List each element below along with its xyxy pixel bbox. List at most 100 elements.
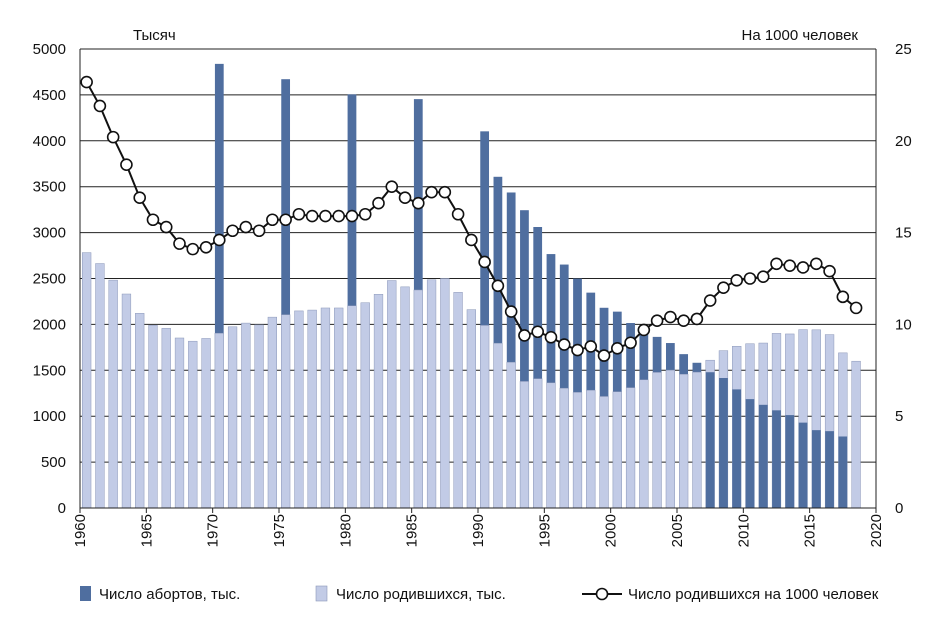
- bar-births: [227, 326, 238, 509]
- birth-rate-point: [624, 336, 637, 350]
- bar-births: [174, 337, 185, 509]
- bar-births: [188, 340, 198, 509]
- birth-rate-point: [836, 290, 850, 304]
- birth-rate-point: [398, 191, 412, 205]
- birth-rate-point: [345, 209, 359, 223]
- bar-abortions: [506, 192, 516, 509]
- bar-births: [307, 309, 317, 509]
- left-tick-label: 1500: [33, 362, 66, 379]
- birth-rate-point: [597, 349, 611, 362]
- bar-abortions: [493, 176, 503, 509]
- bar-births: [387, 280, 397, 509]
- x-tick-label: 2000: [603, 514, 620, 547]
- birth-rate-point: [531, 325, 545, 339]
- legend-swatch-births: [315, 585, 328, 602]
- birth-rate-point: [571, 343, 584, 357]
- legend-label-births: Число родившихся, тыс.: [336, 586, 506, 603]
- left-tick-label: 2500: [33, 271, 66, 288]
- x-tick-label: 1965: [138, 514, 155, 547]
- right-tick-label: 20: [895, 133, 912, 150]
- bar-abortions: [838, 436, 848, 508]
- left-tick-label: 2000: [33, 316, 66, 333]
- bar-births: [559, 387, 569, 509]
- bar-births: [692, 371, 702, 509]
- bar-abortions: [719, 378, 728, 508]
- bar-births: [546, 382, 556, 509]
- bar-abortions: [533, 227, 543, 508]
- birth-rate-point: [690, 312, 704, 326]
- right-tick-label: 0: [895, 500, 903, 517]
- bar-births: [413, 289, 423, 509]
- bar-births: [334, 307, 344, 509]
- bar-abortions: [758, 404, 768, 508]
- birth-rate-line-layer: [80, 75, 863, 362]
- birth-rate-point: [823, 264, 836, 278]
- birth-rate-point: [199, 240, 213, 254]
- bars-layer: [82, 63, 861, 509]
- birth-rate-point: [120, 158, 133, 171]
- birth-rate-point: [465, 233, 478, 247]
- bar-births: [466, 309, 476, 509]
- gridlines: [80, 48, 876, 463]
- birth-rate-point: [770, 257, 783, 271]
- bar-births: [135, 313, 145, 509]
- bar-births: [506, 361, 516, 509]
- bar-births: [533, 378, 543, 509]
- birth-rate-point: [159, 220, 173, 234]
- bar-abortions: [559, 264, 569, 508]
- bar-births: [586, 389, 596, 509]
- left-axis-label: Тысяч: [133, 27, 176, 44]
- bar-births: [679, 374, 689, 509]
- birth-rate-point: [783, 259, 797, 272]
- birth-rate-point: [518, 329, 531, 342]
- birth-rate-point: [319, 209, 332, 223]
- birth-rate-point: [544, 330, 558, 344]
- bar-births: [480, 325, 490, 509]
- birth-rate-point: [372, 196, 385, 210]
- legend-label-birth-rate: Число родившихся на 1000 человек: [628, 586, 879, 603]
- x-tick-label: 1960: [72, 514, 89, 547]
- birth-rate-point: [650, 314, 664, 328]
- bar-births: [652, 372, 662, 509]
- x-tick-label: 2010: [735, 514, 752, 547]
- bar-births: [572, 392, 583, 509]
- bar-births: [148, 324, 158, 509]
- left-axis-ticks: 0 500 1000 1500 2000 2500 3000 3500 4000 4500 5000: [33, 41, 66, 517]
- left-tick-label: 500: [41, 454, 66, 471]
- bar-births: [254, 324, 264, 509]
- legend: Число абортов, тыс. Число родившихся, ты…: [80, 585, 879, 603]
- x-tick-label: 1980: [337, 514, 354, 547]
- right-tick-label: 15: [895, 225, 912, 242]
- birth-rate-point: [796, 261, 810, 274]
- x-tick-label: 1990: [470, 514, 487, 547]
- bar-abortions: [745, 399, 755, 508]
- birth-rate-point: [266, 213, 279, 227]
- bar-births: [373, 294, 384, 509]
- birth-rate-point: [332, 209, 346, 223]
- birth-rate-point: [239, 220, 253, 234]
- bar-births: [95, 263, 105, 509]
- bar-abortions: [480, 131, 490, 508]
- right-axis-label: На 1000 человек: [741, 27, 858, 44]
- left-tick-label: 3000: [33, 225, 66, 242]
- right-tick-label: 5: [895, 408, 903, 425]
- bar-abortions: [785, 415, 795, 508]
- birth-rate-point: [809, 257, 823, 271]
- bar-births: [851, 360, 861, 509]
- x-axis-ticks: 1960 1965 1970 1975 1980 1985 1990 1995 2000 2005…: [72, 508, 885, 547]
- birth-rate-point: [557, 338, 571, 351]
- birth-rate-point: [186, 242, 200, 256]
- bar-abortions: [281, 79, 291, 508]
- bar-abortions: [772, 410, 781, 508]
- x-tick-label: 2005: [669, 514, 686, 547]
- birth-rate-point: [252, 224, 266, 238]
- birth-rate-point: [677, 314, 690, 328]
- left-tick-label: 1000: [33, 408, 66, 425]
- bar-births: [281, 314, 291, 509]
- bar-births: [360, 302, 370, 509]
- legend-marker-birth-rate: [595, 587, 609, 601]
- bar-abortions: [732, 389, 742, 508]
- x-tick-label: 1985: [404, 514, 421, 547]
- birth-rate-point: [80, 75, 93, 89]
